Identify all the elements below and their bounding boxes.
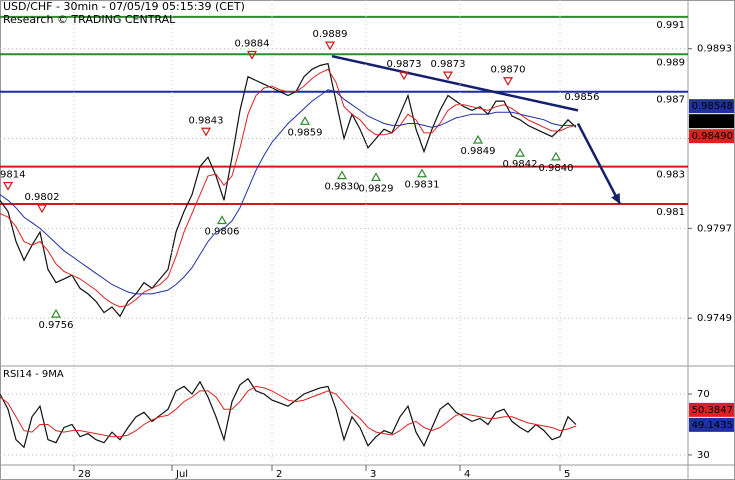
level-label: 0.983	[656, 170, 685, 181]
high-marker	[2, 181, 14, 191]
y-tick-label: 0.9797	[697, 223, 732, 234]
high-label: 0.9884	[235, 39, 270, 50]
low-label: 0.9830	[325, 182, 360, 193]
high-label: 0.9802	[25, 192, 60, 203]
level-label: 0.981	[656, 207, 685, 218]
low-marker	[370, 172, 382, 182]
note-label: 0.9856	[565, 92, 600, 103]
x-tick-label: 28	[78, 469, 91, 480]
x-tick-label: 4	[464, 469, 470, 480]
price-tag-label: 0.98490	[692, 131, 733, 142]
y-tick-label: 30	[697, 450, 710, 461]
chart-title: USD/CHF - 30min - 07/05/19 05:15:39 (CET…	[3, 0, 245, 13]
low-marker	[416, 168, 428, 178]
high-marker	[442, 71, 454, 81]
series-line	[0, 385, 577, 438]
low-label: 0.9806	[205, 227, 240, 238]
low-label: 0.9840	[539, 163, 574, 174]
x-tick-label: 5	[564, 469, 570, 480]
panel-title: RSI14 - 9MA	[3, 369, 64, 380]
series-line	[0, 89, 576, 295]
high-label: 0.9843	[189, 115, 224, 126]
price-tag	[689, 417, 734, 432]
x-tick-label: 2	[276, 469, 282, 480]
low-label: 0.9859	[288, 127, 323, 138]
low-marker	[299, 116, 311, 125]
high-label: 0.9814	[0, 170, 26, 181]
low-label: 0.9849	[461, 146, 496, 157]
y-tick-label: 0.9893	[697, 44, 732, 55]
series-line	[0, 68, 577, 308]
high-marker	[502, 77, 514, 86]
price-tag-label: 0.98548	[692, 101, 733, 112]
low-marker	[216, 215, 228, 225]
high-label: 0.9873	[387, 59, 422, 70]
x-tick-label: 3	[370, 469, 376, 480]
high-marker	[398, 71, 410, 81]
level-label: 0.987	[656, 95, 685, 106]
price-tag	[689, 114, 734, 129]
price-tag-label: 49.1435	[692, 420, 733, 431]
low-label: 0.9756	[39, 320, 74, 331]
level-label: 0.991	[656, 20, 685, 31]
x-tick-label: Jul	[175, 469, 188, 480]
low-marker	[550, 151, 562, 161]
price-tag-label: 50.3847	[692, 405, 733, 416]
low-marker	[50, 308, 62, 318]
forecast-arrow	[576, 122, 622, 205]
y-tick-label: 70	[697, 389, 710, 400]
high-label: 0.9870	[491, 65, 526, 76]
series-line	[0, 62, 577, 318]
low-marker	[514, 147, 526, 157]
price-tag-label: 0.98508	[692, 116, 733, 127]
high-marker	[324, 41, 336, 51]
low-label: 0.9842	[503, 159, 538, 170]
price-tag	[689, 129, 734, 144]
high-marker	[246, 50, 258, 60]
low-label: 0.9831	[405, 180, 440, 191]
high-label: 0.9889	[313, 29, 348, 40]
low-marker	[336, 170, 348, 180]
price-tag	[689, 402, 734, 417]
low-marker	[472, 134, 484, 144]
high-marker	[200, 127, 212, 137]
level-label: 0.989	[656, 57, 685, 68]
chart-subtitle: Research © TRADING CENTRAL	[3, 13, 176, 26]
series-line	[0, 377, 577, 449]
high-marker	[36, 204, 48, 214]
arrow-head	[611, 193, 620, 205]
trendline	[331, 54, 579, 112]
high-label: 0.9873	[431, 59, 466, 70]
y-tick-label: 0.9749	[697, 313, 732, 324]
price-tag	[689, 99, 734, 114]
low-label: 0.9829	[359, 183, 394, 194]
